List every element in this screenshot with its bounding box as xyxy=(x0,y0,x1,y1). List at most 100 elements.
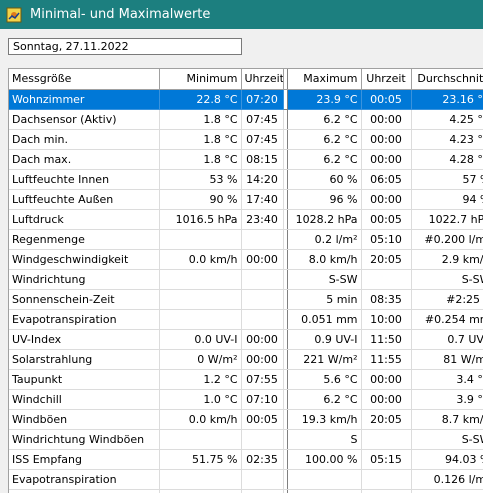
table-row[interactable]: ISS Empfang 51.75 % 02:35 100.00 % 05:15 94.0… xyxy=(9,449,483,470)
values-table: Messgröße Minimum Uhrzeit Maximum Uhrzei… xyxy=(9,69,483,493)
cell-maximum: 6.2 °C xyxy=(287,149,362,170)
table-row[interactable]: Evapotranspiration 0.126 l/m² xyxy=(9,469,483,490)
cell-minimum xyxy=(159,229,242,250)
cell-max-time: 00:00 xyxy=(361,369,412,390)
cell-average: S-SW xyxy=(411,269,483,290)
cell-measure: Dach max. xyxy=(9,149,160,170)
table-row[interactable]: Wohnzimmer 22.8 °C 07:20 23.9 °C 00:05 23.16 … xyxy=(9,89,483,110)
cell-maximum: 6.2 °C xyxy=(287,389,362,410)
weather-station-icon xyxy=(6,7,22,22)
cell-maximum: 0.2 l/m² xyxy=(287,229,362,250)
cell-average: #0.254 mm xyxy=(411,309,483,330)
column-header-measure[interactable]: Messgröße xyxy=(9,69,160,90)
cell-max-time: 20:05 xyxy=(361,249,412,270)
table-row[interactable]: Dach min.1.8 °C07:456.2 °C00:004.23 °C xyxy=(9,129,483,150)
cell-average: 3.4 °C xyxy=(411,369,483,390)
cell-average: 94.03 % xyxy=(411,449,483,470)
cell-measure: Evapotranspiration xyxy=(9,469,160,490)
cell-measure: Dach min. xyxy=(9,129,160,150)
column-separator xyxy=(282,329,288,350)
column-separator xyxy=(282,189,288,210)
title-bar[interactable]: Minimal- und Maximalwerte xyxy=(0,0,483,29)
cell-measure: Luftfeuchte Außen xyxy=(9,189,160,210)
cell-average: 3.9 °C xyxy=(411,389,483,410)
cell-measure: UV-Index xyxy=(9,329,160,350)
cell-measure: Solarstrahlung xyxy=(9,349,160,370)
column-header-average[interactable]: Durchschnitt xyxy=(411,69,483,90)
cell-max-time: 20:05 xyxy=(361,409,412,430)
cell-measure: Windchill xyxy=(9,389,160,410)
cell-min-time: 17:40 xyxy=(241,189,284,210)
cell-minimum: 1.8 °C xyxy=(159,109,242,130)
header-row: Messgröße Minimum Uhrzeit Maximum Uhrzei… xyxy=(9,69,483,90)
cell-maximum: 6.2 °C xyxy=(287,109,362,130)
cell-minimum: 0 W/m² xyxy=(159,349,242,370)
table-row[interactable]: Dach max.1.8 °C08:156.2 °C00:004.28 °C xyxy=(9,149,483,170)
cell-max-time: 11:50 xyxy=(361,329,412,350)
cell-max-time: 00:05 xyxy=(361,89,412,110)
table-row[interactable]: Wind Verlauf 208.8 km xyxy=(9,489,483,493)
cell-average: 4.23 °C xyxy=(411,129,483,150)
column-separator xyxy=(282,249,288,270)
table-row[interactable]: Dachsensor (Aktiv) 1.8 °C 07:45 6.2 °C 00:00… xyxy=(9,109,483,130)
column-separator xyxy=(282,369,288,390)
table-row[interactable]: Windgeschwindigkeit 0.0 km/h 00:00 8.0 km/h… xyxy=(9,249,483,270)
cell-minimum xyxy=(159,309,242,330)
column-separator xyxy=(282,89,288,110)
cell-minimum: 1.0 °C xyxy=(159,389,242,410)
cell-average: 8.7 km/h xyxy=(411,409,483,430)
cell-minimum: 90 % xyxy=(159,189,242,210)
cell-max-time xyxy=(361,469,412,490)
cell-measure: Windrichtung Windböen xyxy=(9,429,160,450)
cell-max-time: 11:55 xyxy=(361,349,412,370)
cell-maximum: 5 min xyxy=(287,289,362,310)
cell-maximum: 60 % xyxy=(287,169,362,190)
cell-max-time: 00:05 xyxy=(361,209,412,230)
table-row[interactable]: Luftdruck 1016.5 hPa 23:40 1028.2 hPa 00:05 1… xyxy=(9,209,483,230)
column-separator xyxy=(282,449,288,470)
cell-min-time xyxy=(241,229,284,250)
column-separator xyxy=(282,489,288,493)
cell-average: 0.126 l/m² xyxy=(411,469,483,490)
cell-min-time xyxy=(241,289,284,310)
cell-measure: Windrichtung xyxy=(9,269,160,290)
cell-measure: Luftfeuchte Innen xyxy=(9,169,160,190)
column-separator xyxy=(282,289,288,310)
table-row[interactable]: Windrichtung Windböen S S-SW xyxy=(9,429,483,450)
cell-max-time: 08:35 xyxy=(361,289,412,310)
values-grid[interactable]: Messgröße Minimum Uhrzeit Maximum Uhrzei… xyxy=(8,68,483,493)
column-header-minimum[interactable]: Minimum xyxy=(159,69,242,90)
cell-min-time: 07:10 xyxy=(241,389,284,410)
cell-average: 4.28 °C xyxy=(411,149,483,170)
column-header-min-time[interactable]: Uhrzeit xyxy=(241,69,284,90)
cell-min-time: 00:00 xyxy=(241,249,284,270)
cell-minimum xyxy=(159,429,242,450)
cell-average: 81 W/m² xyxy=(411,349,483,370)
table-row[interactable]: Solarstrahlung 0 W/m² 00:00 221 W/m² 11:55 81… xyxy=(9,349,483,370)
cell-min-time xyxy=(241,309,284,330)
column-separator xyxy=(282,429,288,450)
cell-maximum: 5.6 °C xyxy=(287,369,362,390)
table-row[interactable]: Windböen 0.0 km/h 00:05 19.3 km/h 20:05 8.7 k… xyxy=(9,409,483,430)
cell-maximum: 23.9 °C xyxy=(287,89,362,110)
cell-average: 208.8 km xyxy=(411,489,483,493)
cell-max-time: 05:10 xyxy=(361,229,412,250)
table-row[interactable]: Windrichtung S-SW S-SW xyxy=(9,269,483,290)
table-row[interactable]: UV-Index 0.0 UV-I 00:00 0.9 UV-I 11:50 0.7 UV… xyxy=(9,329,483,350)
column-header-max-time[interactable]: Uhrzeit xyxy=(361,69,412,90)
column-header-maximum[interactable]: Maximum xyxy=(287,69,362,90)
column-separator xyxy=(282,349,288,370)
cell-minimum xyxy=(159,469,242,490)
column-separator xyxy=(282,409,288,430)
column-separator xyxy=(282,109,288,130)
cell-minimum: 0.0 km/h xyxy=(159,409,242,430)
cell-minimum: 53 % xyxy=(159,169,242,190)
date-field[interactable]: Sonntag, 27.11.2022 xyxy=(8,38,242,55)
